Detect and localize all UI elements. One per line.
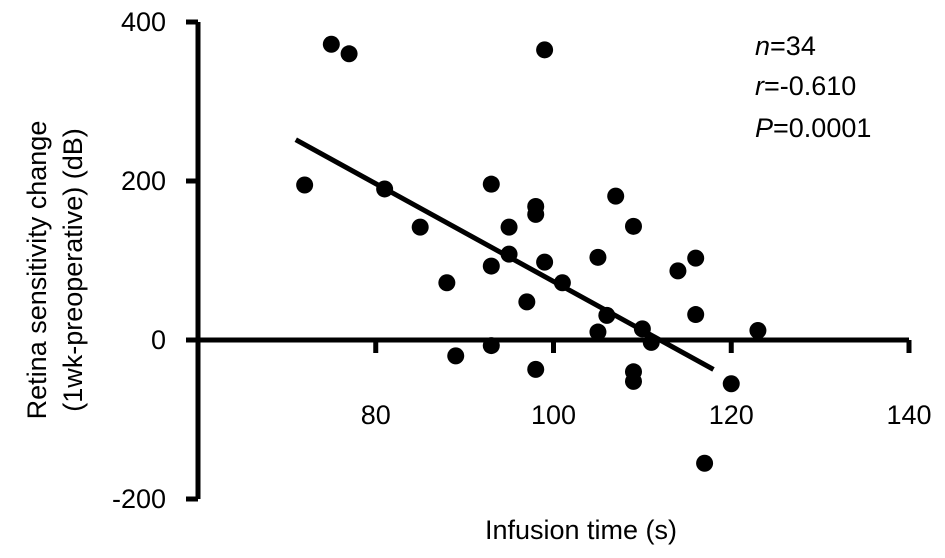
data-point: [482, 257, 500, 275]
data-point: [607, 187, 625, 205]
data-point: [411, 218, 429, 236]
x-tick-label: 120: [709, 400, 754, 430]
data-point: [687, 249, 705, 267]
stat-n-label: n: [755, 31, 770, 61]
x-tick-label: 80: [361, 400, 391, 430]
stat-r-label: r: [755, 71, 765, 101]
data-point: [536, 253, 554, 271]
data-point: [589, 248, 607, 266]
data-point: [749, 321, 767, 339]
x-axis-title: Infusion time (s): [485, 515, 677, 545]
stat-n: n=34: [755, 31, 816, 61]
data-point: [669, 262, 687, 280]
data-point: [482, 175, 500, 193]
stat-p-label: P: [755, 113, 773, 143]
data-point: [447, 347, 465, 365]
stat-r: r=-0.610: [755, 71, 856, 101]
data-point: [527, 360, 545, 378]
x-tick-label: 100: [531, 400, 576, 430]
data-point: [696, 454, 714, 472]
data-point: [322, 35, 340, 53]
ticks: -200 0 200 400 80 100 120 140: [112, 7, 932, 514]
stat-p: P=0.0001: [755, 113, 871, 143]
stat-p-value: =0.0001: [773, 113, 871, 143]
data-point: [722, 375, 740, 393]
y-axis-title: Retina sensitivity change (1wk-preoperat…: [22, 121, 88, 420]
data-point: [340, 45, 358, 63]
y-axis-title-line1: Retina sensitivity change: [22, 121, 52, 420]
stat-r-value: =-0.610: [764, 71, 856, 101]
x-tick-label: 140: [886, 400, 931, 430]
data-point: [482, 337, 500, 355]
data-point: [518, 293, 536, 311]
data-point: [687, 306, 705, 324]
data-point: [527, 205, 545, 223]
y-tick-label: 200: [121, 166, 166, 196]
trendline-group: [294, 137, 715, 372]
y-tick-label: -200: [112, 484, 166, 514]
data-point: [536, 41, 554, 59]
y-tick-label: 0: [151, 325, 166, 355]
data-point: [296, 176, 314, 194]
y-axis-title-line2: (1wk-preoperative) (dB): [58, 128, 88, 412]
stat-n-value: =34: [770, 31, 816, 61]
data-point: [624, 217, 642, 235]
y-tick-label: 400: [121, 7, 166, 37]
data-point: [624, 372, 642, 390]
trendline: [294, 137, 715, 372]
data-point: [500, 218, 518, 236]
data-point: [438, 274, 456, 292]
data-point: [589, 323, 607, 341]
stats-annotation: n=34 r=-0.610 P=0.0001: [755, 31, 871, 143]
